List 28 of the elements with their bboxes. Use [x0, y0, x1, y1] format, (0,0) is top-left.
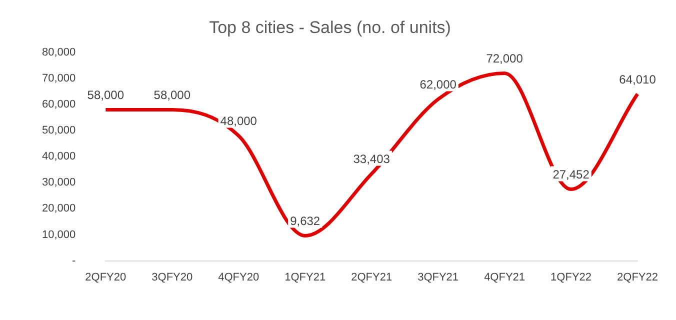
x-tick-label: 2QFY21	[351, 271, 392, 284]
x-tick-label: 3QFY21	[418, 271, 459, 284]
chart-title: Top 8 cities - Sales (no. of units)	[209, 18, 451, 37]
x-tick-label: 1QFY22	[550, 271, 592, 284]
y-tick-label: 40,000	[42, 150, 76, 163]
x-tick-label: 3QFY20	[152, 271, 193, 284]
y-tick-label: 60,000	[42, 98, 76, 111]
data-label: 58,000	[87, 88, 124, 102]
data-label: 72,000	[486, 52, 524, 66]
data-label: 27,452	[552, 168, 590, 182]
data-label: 9,632	[290, 214, 320, 228]
y-tick-label: 10,000	[42, 228, 76, 241]
y-tick-label: 30,000	[42, 176, 76, 189]
x-tick-label: 4QFY21	[484, 271, 526, 284]
x-tick-label: 1QFY21	[284, 271, 326, 284]
x-tick-label: 2QFY20	[85, 271, 126, 284]
y-tick-label: 70,000	[42, 72, 76, 84]
data-label: 58,000	[154, 88, 191, 102]
data-label: 48,000	[220, 114, 258, 128]
x-tick-label: 2QFY22	[617, 271, 658, 284]
y-tick-label: -	[72, 254, 76, 267]
data-label: 62,000	[420, 78, 457, 92]
y-tick-label: 50,000	[42, 124, 76, 137]
data-label: 64,010	[619, 72, 656, 86]
y-tick-label: 80,000	[42, 46, 76, 58]
data-label: 33,403	[353, 152, 390, 166]
y-tick-label: 20,000	[42, 202, 76, 215]
x-tick-label: 4QFY20	[218, 271, 260, 284]
